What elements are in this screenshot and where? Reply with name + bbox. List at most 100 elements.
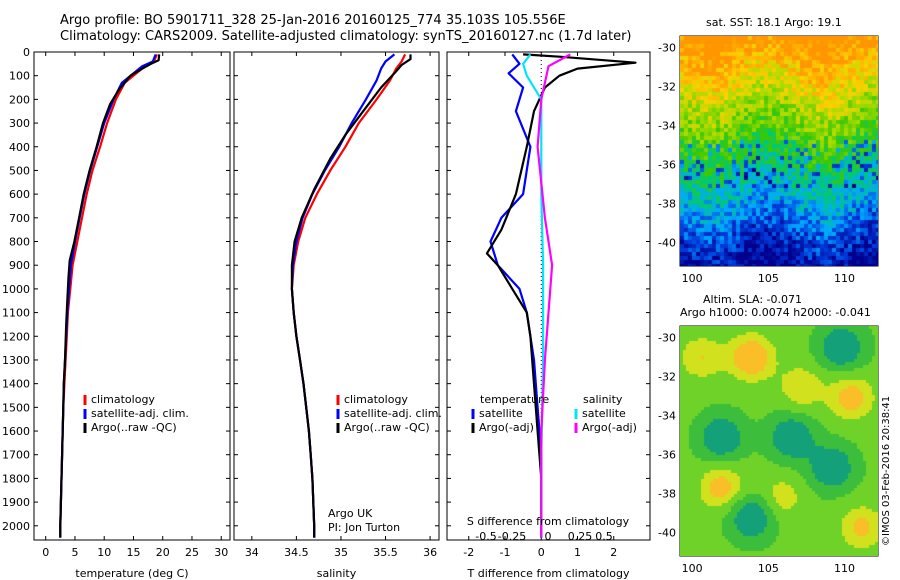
series-line [59, 53, 158, 538]
depth-tick-label: 1700 [2, 449, 30, 462]
depth-tick-label: 1400 [2, 378, 30, 391]
depth-tick-label: 800 [9, 236, 30, 249]
s-tick-label: -0.25 [498, 530, 526, 543]
s-tick-label: 0.25 [568, 530, 593, 543]
depth-tick-label: 1000 [2, 283, 30, 296]
legend-title-salinity: salinity [583, 393, 623, 406]
depth-tick-label: 900 [9, 259, 30, 272]
sla-map-title-line1: Altim. SLA: -0.071 [703, 293, 803, 306]
x-axis-label: salinity [317, 567, 357, 580]
x-tick-label: 5 [71, 546, 78, 559]
pi-note: PI: Jon Turton [328, 521, 401, 534]
legend-label: climatology [91, 393, 155, 406]
depth-tick-label: 1900 [2, 496, 30, 509]
panel-frame-1 [233, 51, 440, 541]
sst-map-y-tick-label: -40 [658, 237, 676, 250]
x-axis-label: T difference from climatology [467, 567, 630, 580]
panel-frame-2 [446, 51, 651, 541]
sla-map-title-line2: Argo h1000: 0.0074 h2000: -0.041 [680, 306, 871, 319]
depth-tick-label: 300 [9, 117, 30, 130]
x-tick-label: 1 [574, 546, 581, 559]
depth-tick-label: 1200 [2, 330, 30, 343]
series-line [59, 53, 157, 538]
depth-tick-label: 2000 [2, 520, 30, 533]
depth-tick-label: 200 [9, 93, 30, 106]
depth-tick-label: 100 [9, 70, 30, 83]
series-line [536, 53, 571, 538]
legend-label: satellite-adj. clim. [344, 407, 442, 420]
x-tick-label: 35 [334, 546, 348, 559]
x-tick-label: -1 [500, 546, 511, 559]
sst-map-title: sat. SST: 18.1 Argo: 19.1 [706, 16, 842, 29]
x-tick-label: 10 [97, 546, 111, 559]
depth-tick-label: 400 [9, 141, 30, 154]
figure-title-line2: Climatology: CARS2009. Satellite-adjuste… [60, 29, 632, 44]
x-tick-label: 20 [156, 546, 170, 559]
depth-tick-label: 700 [9, 212, 30, 225]
legend-label: satellite [582, 407, 626, 420]
sst-map-y-tick-label: -32 [658, 81, 676, 94]
legend-label: Argo(..raw -QC) [344, 421, 430, 434]
legend-label: Argo(..raw -QC) [91, 421, 177, 434]
legend-label: Argo(-adj) [479, 421, 534, 434]
series-line [290, 53, 396, 538]
legend-label: satellite [479, 407, 523, 420]
sla-map-y-tick-label: -30 [658, 332, 676, 345]
sla-map-y-tick-label: -40 [658, 527, 676, 540]
depth-tick-label: 500 [9, 164, 30, 177]
sla-map-y-tick-label: -32 [658, 371, 676, 384]
sla-map-y-tick-label: -34 [658, 410, 676, 423]
sla-map-y-tick-label: -36 [658, 449, 676, 462]
series-line [485, 53, 637, 538]
x-tick-label: 0 [42, 546, 49, 559]
panel-frame-0 [33, 51, 231, 541]
legend-label: climatology [344, 393, 408, 406]
sst-map-x-tick-label: 110 [834, 272, 855, 285]
x-tick-label: -2 [463, 546, 474, 559]
sla-map-x-tick-label: 100 [682, 562, 703, 575]
series-line [290, 54, 412, 538]
x-tick-label: 0 [538, 546, 545, 559]
depth-tick-label: 600 [9, 188, 30, 201]
sla-map-y-tick-label: -38 [658, 488, 676, 501]
sla-map-x-tick-label: 105 [758, 562, 779, 575]
x-axis-label: temperature (deg C) [75, 567, 188, 580]
s-tick-label: 0 [545, 530, 552, 543]
sst-map-x-tick-label: 105 [758, 272, 779, 285]
depth-tick-label: 1300 [2, 354, 30, 367]
s-difference-label: S difference from climatology [467, 515, 630, 528]
x-tick-label: 2 [610, 546, 617, 559]
sla-map-x-tick-label: 110 [834, 562, 855, 575]
x-tick-label: 35.5 [373, 546, 398, 559]
sst-map-y-tick-label: -30 [658, 42, 676, 55]
x-tick-label: 36 [423, 546, 437, 559]
sst-map-y-tick-label: -38 [658, 198, 676, 211]
depth-tick-label: 1800 [2, 472, 30, 485]
s-tick-label: -0.5 [475, 530, 496, 543]
depth-tick-label: 0 [23, 46, 30, 59]
sst-map-y-tick-label: -36 [658, 159, 676, 172]
legend-title-temperature: temperature [480, 393, 549, 406]
data-center-note: Argo UK [328, 507, 373, 520]
depth-tick-label: 1100 [2, 307, 30, 320]
sst-map-y-tick-label: -34 [658, 120, 676, 133]
depth-tick-label: 1500 [2, 401, 30, 414]
figure-title-line1: Argo profile: BO 5901711_328 25-Jan-2016… [60, 13, 566, 28]
x-tick-label: 30 [214, 546, 228, 559]
sst-map-heatmap [680, 36, 878, 266]
x-tick-label: 34.5 [284, 546, 309, 559]
series-line [59, 54, 161, 538]
x-tick-label: 25 [185, 546, 199, 559]
s-tick-label: 0.5 [595, 530, 613, 543]
sla-map-heatmap [680, 326, 878, 556]
depth-tick-label: 1600 [2, 425, 30, 438]
sst-map-x-tick-label: 100 [682, 272, 703, 285]
legend-label: satellite-adj. clim. [91, 407, 189, 420]
x-tick-label: 15 [126, 546, 140, 559]
credit-text: ©IMOS 03-Feb-2016 20:38:41 [881, 395, 892, 546]
x-tick-label: 34 [245, 546, 259, 559]
legend-label: Argo(-adj) [582, 421, 637, 434]
series-line [489, 53, 543, 538]
